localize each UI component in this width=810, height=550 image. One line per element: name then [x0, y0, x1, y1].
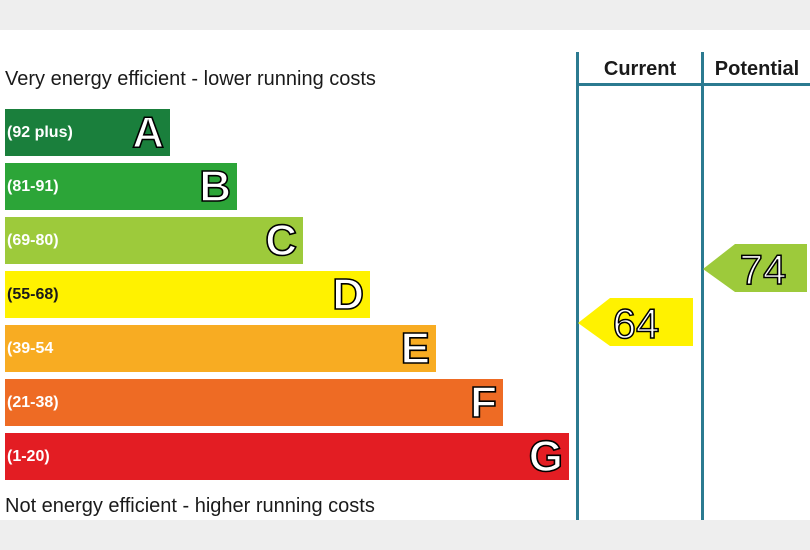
- current-rating-arrow: 64: [578, 298, 693, 348]
- potential-rating-value: 74: [740, 246, 787, 293]
- band-range-label: (21-38): [7, 394, 59, 411]
- band-range-label: (81-91): [7, 178, 59, 195]
- column-header-underline: [576, 83, 810, 86]
- band-d: (55-68) D: [5, 270, 370, 319]
- band-a: (92 plus) A: [5, 108, 170, 157]
- band-letter: B: [198, 162, 231, 211]
- band-b: (81-91) B: [5, 162, 237, 211]
- band-range-label: (1-20): [7, 448, 50, 465]
- band-letter: C: [264, 216, 297, 265]
- band-letter: A: [131, 108, 164, 157]
- band-range-label: (92 plus): [7, 124, 73, 141]
- epc-chart: Very energy efficient - lower running co…: [0, 30, 810, 520]
- potential-rating-arrow: 74: [703, 244, 807, 294]
- band-letter: F: [469, 378, 497, 427]
- band-range-label: (39-54: [7, 340, 54, 357]
- band-letter: G: [528, 432, 564, 481]
- current-rating-value: 64: [613, 300, 660, 347]
- band-g: (1-20) G: [5, 432, 569, 481]
- band-letter: D: [331, 270, 364, 319]
- current-column-header: Current: [603, 58, 677, 80]
- current-column-right-divider: [701, 52, 704, 520]
- band-e: (39-54 E: [5, 324, 436, 373]
- band-c: (69-80) C: [5, 216, 303, 265]
- top-caption: Very energy efficient - lower running co…: [5, 68, 376, 90]
- band-f: (21-38) F: [5, 378, 503, 427]
- band-letter: E: [400, 324, 431, 373]
- band-range-label: (69-80): [7, 232, 59, 249]
- current-rating-arrow-shape: [578, 298, 693, 346]
- band-range-label: (55-68): [7, 286, 59, 303]
- bottom-caption: Not energy efficient - higher running co…: [5, 495, 375, 517]
- current-column-left-divider: [576, 52, 579, 520]
- potential-rating-arrow-shape: [703, 244, 807, 292]
- potential-column-header: Potential: [714, 58, 800, 80]
